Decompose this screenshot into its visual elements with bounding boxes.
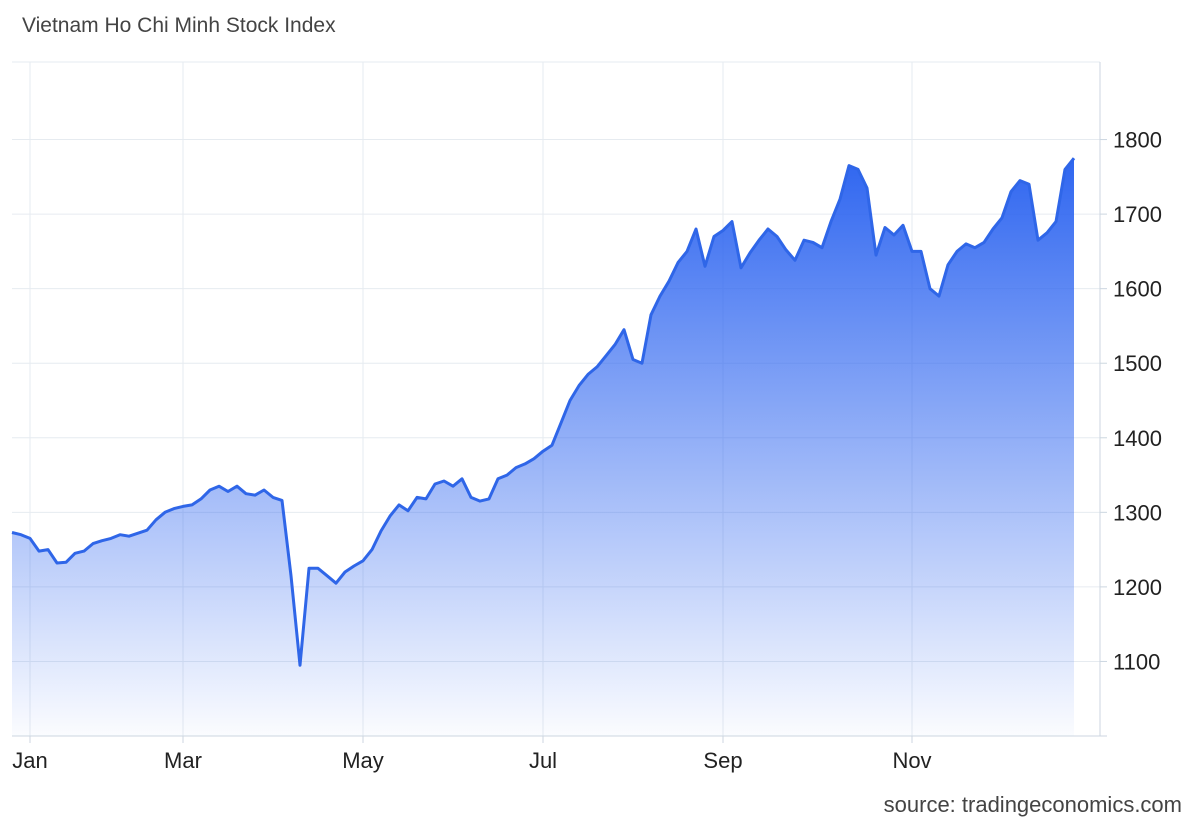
area <box>12 158 1074 736</box>
x-tick-label: Nov <box>892 748 931 773</box>
y-tick-label: 1300 <box>1113 500 1162 525</box>
y-tick-label: 1500 <box>1113 351 1162 376</box>
y-tick-label: 1700 <box>1113 202 1162 227</box>
plot <box>11 157 1076 736</box>
y-tick-label: 1800 <box>1113 128 1162 153</box>
source: source: tradingeconomics.com <box>884 792 1182 817</box>
chart-title: Vietnam Ho Chi Minh Stock Index <box>22 14 336 37</box>
y-tick-label: 1400 <box>1113 426 1162 451</box>
line <box>11 157 1076 667</box>
axes: 1100 1200 1300 1400 1500 1600 1700 1800 Jan Mar Ma… <box>12 62 1162 773</box>
y-tick-label: 1100 <box>1113 649 1160 674</box>
x-tick-label: May <box>342 748 384 773</box>
x-tick-label: Jul <box>529 748 557 773</box>
x-tick-label: Jan <box>12 748 47 773</box>
x-tick-label: Mar <box>164 748 202 773</box>
x-tick-label: Sep <box>703 748 742 773</box>
y-tick-label: 1200 <box>1113 575 1162 600</box>
y-tick-label: 1600 <box>1113 277 1162 302</box>
